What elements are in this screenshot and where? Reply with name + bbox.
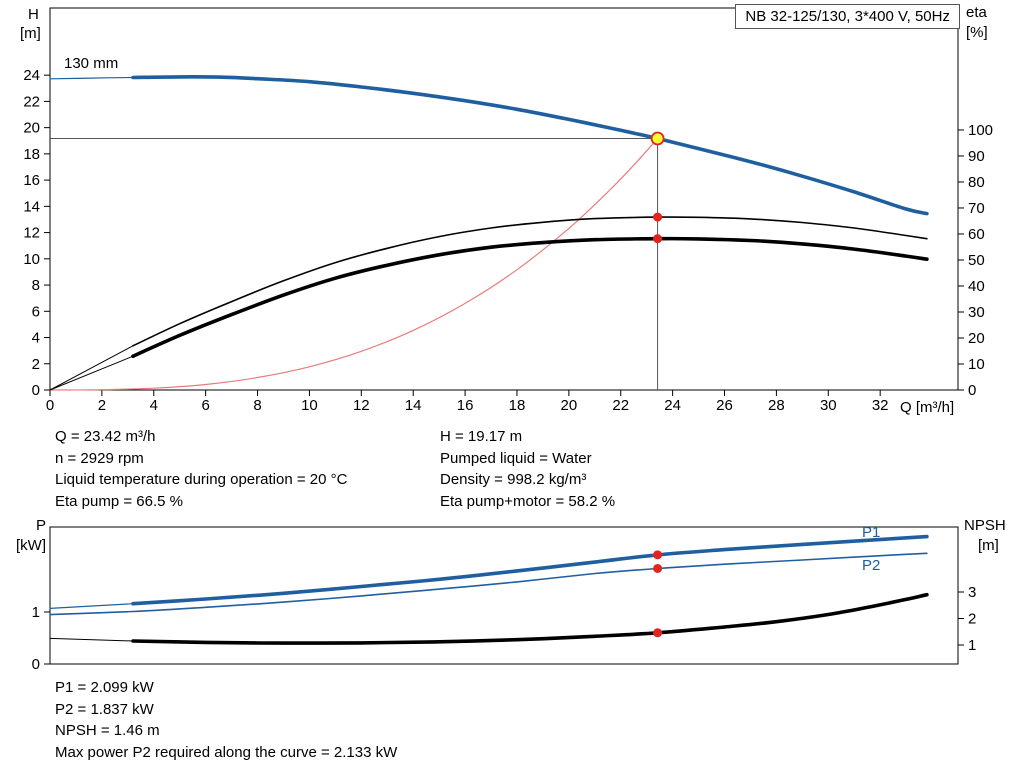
svg-text:70: 70: [968, 200, 985, 217]
svg-text:26: 26: [716, 397, 733, 414]
npsh-axis-unit: [m]: [978, 537, 999, 554]
svg-text:8: 8: [253, 397, 261, 414]
pumped-liquid-value: Pumped liquid = Water: [440, 449, 592, 467]
liquid-temperature-value: Liquid temperature during operation = 20…: [55, 471, 348, 488]
svg-text:18: 18: [23, 146, 40, 163]
max-power-value: Max power P2 required along the curve = …: [55, 743, 398, 761]
svg-text:22: 22: [23, 93, 40, 110]
svg-text:60: 60: [968, 226, 985, 243]
svg-text:10: 10: [301, 397, 318, 414]
svg-text:6: 6: [201, 397, 209, 414]
operating-data-column-1: Q = 23.42 m³/h n = 2929 rpm Liquid tempe…: [55, 426, 347, 512]
svg-text:8: 8: [32, 277, 40, 294]
power-data-block: P1 = 2.099 kW P2 = 1.837 kW NPSH = 1.46 …: [55, 677, 397, 763]
svg-text:4: 4: [32, 330, 40, 347]
svg-text:18: 18: [509, 397, 526, 414]
svg-text:2: 2: [32, 356, 40, 373]
svg-text:2: 2: [968, 611, 976, 628]
svg-text:0: 0: [968, 382, 976, 399]
q-value: Q = 23.42 m³/h: [55, 428, 156, 445]
operating-data-column-2: H = 19.17 m Pumped liquid = Water Densit…: [440, 426, 615, 512]
npsh-axis-label: NPSH: [964, 517, 1006, 534]
svg-text:12: 12: [353, 397, 370, 414]
p-axis-label: P: [36, 517, 47, 534]
speed-value: n = 2929 rpm: [55, 449, 144, 467]
svg-text:10: 10: [968, 356, 985, 373]
svg-text:80: 80: [968, 174, 985, 191]
svg-text:20: 20: [23, 120, 40, 137]
svg-text:40: 40: [968, 278, 985, 295]
svg-text:16: 16: [457, 397, 474, 414]
svg-text:6: 6: [32, 303, 40, 320]
head-value: H = 19.17 m: [440, 428, 523, 445]
h-axis-label: H: [28, 6, 39, 23]
eta-axis-label: eta: [966, 4, 987, 21]
p-axis-unit: [kW]: [16, 537, 46, 554]
svg-text:20: 20: [561, 397, 578, 414]
svg-text:30: 30: [820, 397, 837, 414]
p2-curve-label: P2: [862, 557, 881, 574]
svg-text:3: 3: [968, 584, 976, 601]
svg-text:1: 1: [32, 604, 40, 621]
svg-text:24: 24: [664, 397, 681, 414]
svg-text:20: 20: [968, 330, 985, 347]
svg-text:28: 28: [768, 397, 785, 414]
svg-text:0: 0: [32, 656, 40, 673]
svg-text:4: 4: [150, 397, 158, 414]
svg-text:10: 10: [23, 251, 40, 268]
svg-text:0: 0: [46, 397, 54, 414]
svg-text:50: 50: [968, 252, 985, 269]
svg-text:0: 0: [32, 382, 40, 399]
npsh-value: NPSH = 1.46 m: [55, 722, 160, 739]
p1-value: P1 = 2.099 kW: [55, 679, 154, 696]
eta-pump-value: Eta pump = 66.5 %: [55, 492, 183, 510]
svg-text:24: 24: [23, 67, 40, 84]
svg-text:14: 14: [405, 397, 422, 414]
density-value: Density = 998.2 kg/m³: [440, 471, 587, 488]
svg-text:90: 90: [968, 148, 985, 165]
svg-text:22: 22: [612, 397, 629, 414]
impeller-size-label: 130 mm: [64, 55, 119, 72]
svg-text:32: 32: [872, 397, 889, 414]
svg-text:1: 1: [968, 637, 976, 654]
svg-text:30: 30: [968, 304, 985, 321]
p2-value: P2 = 1.837 kW: [55, 700, 154, 718]
h-axis-unit: [m]: [20, 25, 41, 42]
p1-curve-label: P1: [862, 524, 881, 541]
svg-text:12: 12: [23, 225, 40, 242]
eta-axis-unit: [%]: [966, 24, 988, 41]
pump-model-title: NB 32-125/130, 3*400 V, 50Hz: [735, 4, 960, 29]
svg-text:16: 16: [23, 172, 40, 189]
eta-pump-motor-value: Eta pump+motor = 58.2 %: [440, 492, 616, 510]
svg-text:2: 2: [98, 397, 106, 414]
svg-text:14: 14: [23, 198, 40, 215]
svg-text:100: 100: [968, 122, 993, 139]
q-axis-label: Q [m³/h]: [900, 399, 955, 416]
